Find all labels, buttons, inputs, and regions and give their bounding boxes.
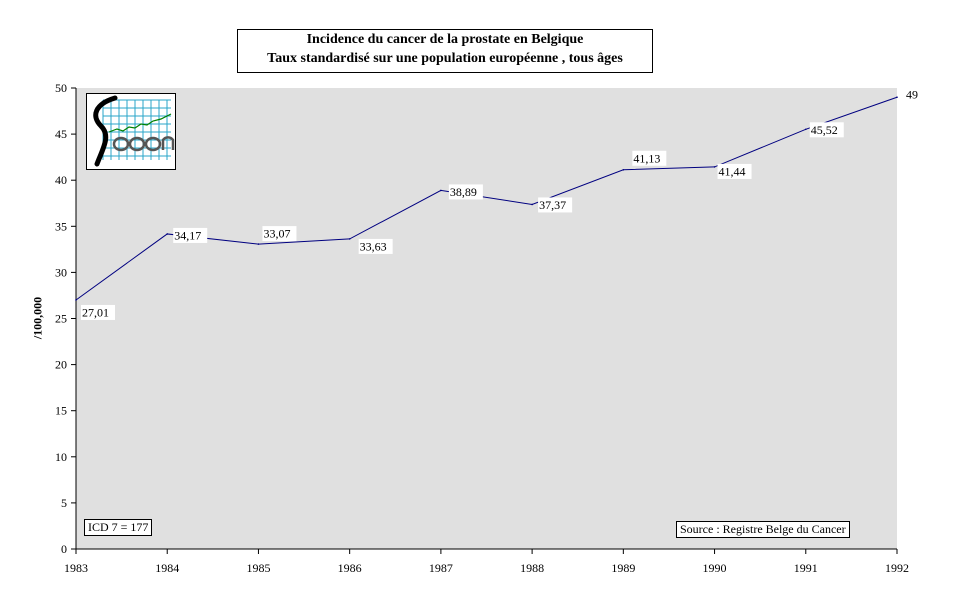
data-label: 33,63 [360,239,387,253]
chart-subtitle: Taux standardisé sur une population euro… [267,51,623,66]
x-tick-label: 1992 [885,561,909,575]
y-tick-label: 45 [55,127,67,141]
data-point [257,243,260,245]
data-label: 41,13 [633,151,660,165]
x-tick-label: 1984 [155,561,179,575]
data-point [804,128,807,131]
data-point [75,299,77,301]
x-tick-label: 1987 [429,561,453,575]
y-tick-label: 25 [55,312,67,326]
x-tick-label: 1983 [64,561,88,575]
data-label-bg [632,150,667,166]
plot-area [76,88,897,549]
data-point [713,166,716,168]
y-tick-label: 5 [61,496,67,510]
icd-note: ICD 7 = 177 [84,519,153,536]
data-label: 34,17 [174,228,201,242]
source-note: Source : Registre Belge du Cancer [676,521,850,538]
data-point [348,238,351,240]
x-tick-label: 1989 [611,561,635,575]
y-tick-label: 20 [55,358,67,372]
y-axis-label: /100,000 [30,296,45,340]
data-label-bg [717,163,752,179]
data-label: 38,89 [450,185,477,199]
data-label: 41,44 [719,164,746,178]
data-point [896,96,898,99]
data-point [622,168,625,171]
y-tick-label: 15 [55,404,67,418]
y-tick-label: 30 [55,265,67,279]
y-tick-label: 10 [55,450,67,464]
data-label: 49 [906,88,918,102]
data-label-bg [262,226,297,242]
series-line [75,96,898,301]
x-tick-label: 1988 [520,561,544,575]
x-tick-label: 1986 [338,561,362,575]
data-label-bg [173,227,208,243]
data-label-bg [905,87,920,103]
y-tick-label: 0 [61,542,67,556]
y-tick-label: 50 [55,81,67,95]
data-label-bg [358,238,393,254]
data-label-bg [809,122,844,138]
chart-title: Incidence du cancer de la prostate en Be… [306,32,584,47]
data-label-bg [448,184,483,200]
data-label: 45,52 [811,123,838,137]
x-tick-label: 1985 [246,561,270,575]
data-label-bg [81,304,115,320]
data-label: 37,37 [539,198,566,212]
data-label-bg [538,197,573,213]
data-point [166,233,169,235]
x-tick-label: 1990 [703,561,727,575]
data-label: 33,07 [263,227,290,241]
data-point [531,203,533,206]
data-label: 27,01 [82,305,109,319]
registry-logo-icon [86,93,176,170]
x-tick-label: 1991 [794,561,818,575]
y-tick-label: 35 [55,219,67,233]
chart-title-box: Incidence du cancer de la prostate en Be… [237,29,653,73]
y-tick-label: 40 [55,173,67,187]
data-point [440,189,442,192]
